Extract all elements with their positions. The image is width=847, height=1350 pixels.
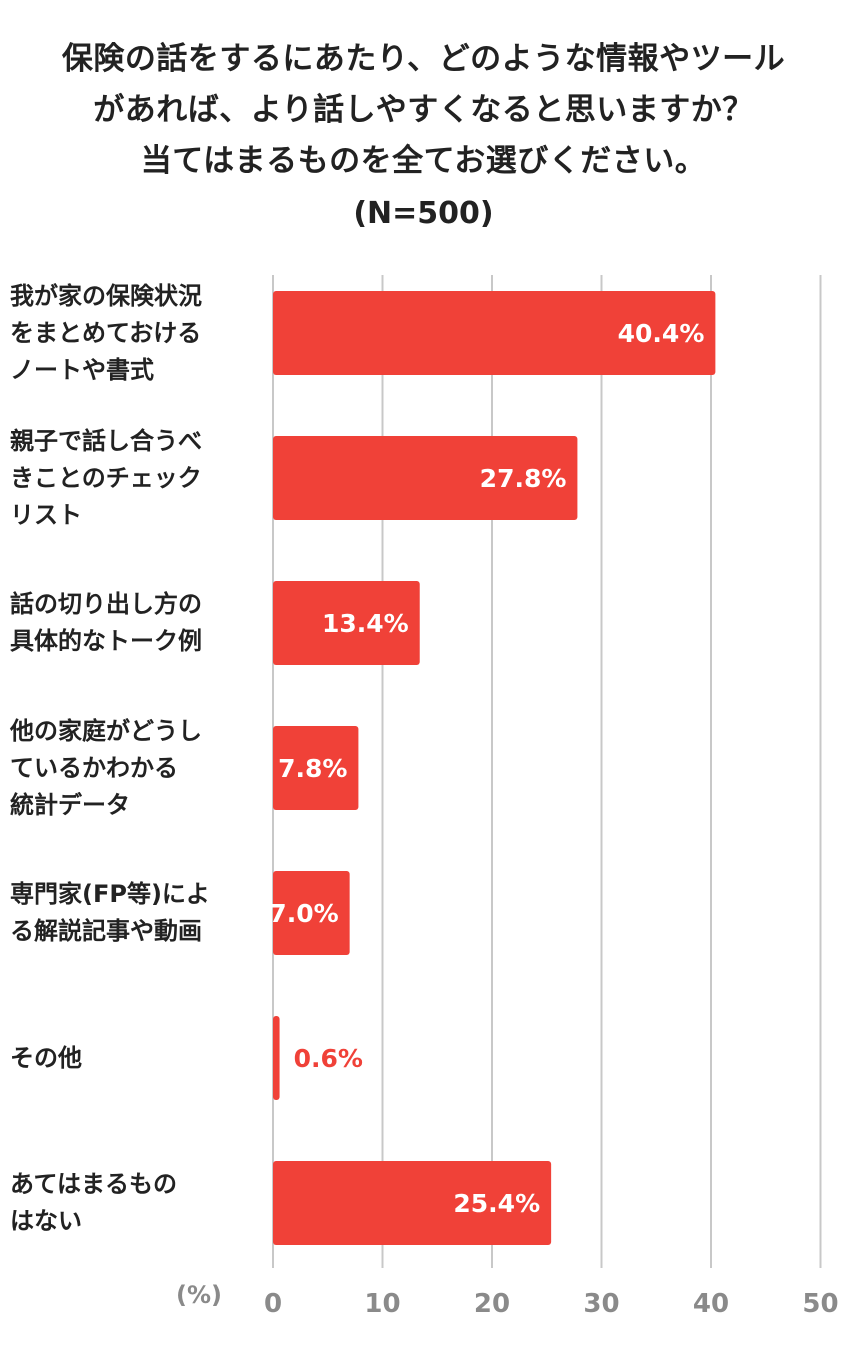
- x-tick-label-0: 0: [264, 1289, 282, 1319]
- data-label-0: 40.4%: [618, 319, 705, 348]
- category-label-0-line-2: ノートや書式: [10, 355, 154, 384]
- category-label-1: 親子で話し合うべ きことのチェック リスト: [10, 423, 270, 534]
- category-label-3-line-0: 他の家庭がどうし: [10, 716, 202, 745]
- category-label-3-line-2: 統計データ: [10, 790, 130, 819]
- data-label-1: 27.8%: [480, 464, 567, 493]
- data-label-6: 25.4%: [453, 1189, 540, 1218]
- bar-6: [273, 1161, 552, 1245]
- chart-subtitle: (N=500): [353, 196, 494, 231]
- bar-3: [273, 726, 359, 810]
- bar-0: [273, 291, 716, 375]
- category-label-2: 話の切り出し方の 具体的なトーク例: [10, 586, 270, 660]
- bar-5: [273, 1016, 280, 1100]
- x-tick-label-5: 50: [802, 1289, 838, 1319]
- data-label-4: 7.0%: [269, 899, 338, 928]
- category-label-5-line-0: その他: [10, 1043, 82, 1072]
- data-label-3: 7.8%: [278, 754, 347, 783]
- category-label-0: 我が家の保険状況 をまとめておける ノートや書式: [10, 278, 270, 389]
- x-tick-label-4: 40: [693, 1289, 729, 1319]
- bar-1: [273, 436, 578, 520]
- x-tick-label-2: 20: [474, 1289, 510, 1319]
- category-label-0-line-0: 我が家の保険状況: [10, 281, 202, 310]
- chart-title-line-2: があれば、より話しやすくなると思いますか？: [93, 92, 754, 128]
- category-label-4: 専門家(FP等)によ る解説記事や動画: [10, 876, 270, 950]
- category-label-5: その他: [10, 1040, 270, 1077]
- chart-title-line-1: 保険の話をするにあたり、どのような情報やツール: [61, 41, 786, 77]
- data-label-5: 0.6%: [294, 1044, 363, 1073]
- category-label-1-line-0: 親子で話し合うべ: [10, 426, 202, 455]
- category-label-2-line-1: 具体的なトーク例: [10, 627, 202, 655]
- category-label-3-line-1: ているかわかる: [10, 753, 178, 782]
- chart-title: 保険の話をするにあたり、どのような情報やツール があれば、より話しやすくなると思…: [0, 34, 847, 187]
- x-axis-unit-label: (%): [176, 1281, 222, 1309]
- category-label-4-line-1: る解説記事や動画: [10, 917, 202, 945]
- category-label-6-line-1: はない: [10, 1207, 82, 1235]
- category-label-3: 他の家庭がどうし ているかわかる 統計データ: [10, 713, 270, 824]
- category-label-6-line-0: あてはまるもの: [10, 1170, 178, 1198]
- x-tick-label-3: 30: [583, 1289, 619, 1319]
- category-label-4-line-0: 専門家(FP等)によ: [10, 880, 210, 908]
- data-label-2: 13.4%: [322, 609, 409, 638]
- category-label-0-line-1: をまとめておける: [10, 318, 202, 347]
- category-label-1-line-2: リスト: [10, 500, 82, 529]
- bar-4: [273, 871, 350, 955]
- category-label-2-line-0: 話の切り出し方の: [10, 590, 202, 618]
- category-label-1-line-1: きことのチェック: [10, 463, 202, 492]
- chart-title-line-3: 当てはまるものを全てお選びください。: [140, 143, 707, 179]
- bar-2: [273, 581, 420, 665]
- x-tick-label-1: 10: [364, 1289, 400, 1319]
- category-label-6: あてはまるもの はない: [10, 1166, 270, 1240]
